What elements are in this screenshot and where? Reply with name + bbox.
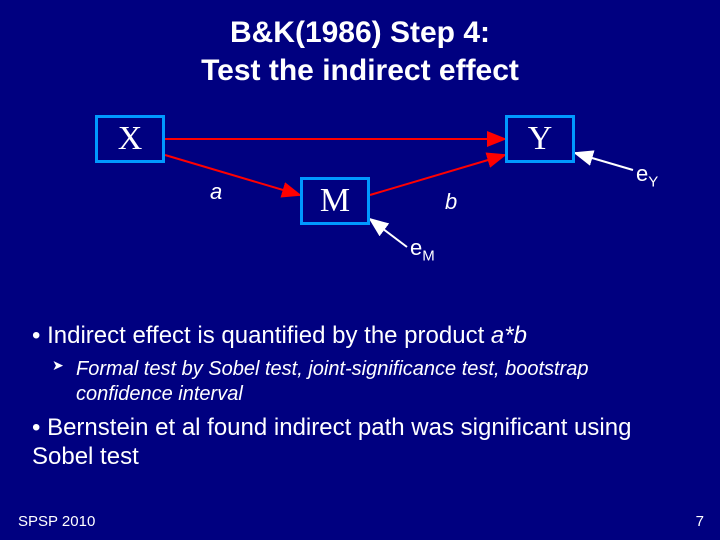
bullet-1-ital: a*b (491, 322, 527, 349)
bullet-3: • Bernstein et al found indirect path wa… (32, 414, 688, 472)
node-M: M (300, 177, 370, 225)
footer-left: SPSP 2010 (18, 513, 95, 530)
title-line-2: Test the indirect effect (201, 54, 519, 87)
page-number: 7 (696, 513, 704, 530)
node-Y: Y (505, 115, 575, 163)
eM-pre: e (410, 235, 422, 260)
error-term-eM: eM (410, 235, 435, 264)
eY-sub: Y (648, 173, 658, 190)
bullet-2-text: Formal test by Sobel test, joint-signifi… (76, 358, 588, 405)
eY-pre: e (636, 161, 648, 186)
mediation-diagram: X Y M a b eY eM (0, 107, 720, 287)
edge-label-a-text: a (210, 179, 222, 204)
title-line-1: B&K(1986) Step 4: (230, 16, 490, 49)
edge-M-Y (370, 155, 505, 195)
node-M-label: M (320, 182, 350, 220)
node-X-label: X (118, 120, 143, 158)
bullet-1: • Indirect effect is quantified by the p… (32, 322, 688, 407)
edge-label-a: a (210, 179, 222, 205)
edge-label-b-text: b (445, 189, 457, 214)
node-Y-label: Y (528, 120, 553, 158)
slide-title: B&K(1986) Step 4: Test the indirect effe… (0, 0, 720, 89)
bullet-3-text: Bernstein et al found indirect path was … (32, 414, 631, 470)
eM-sub: M (422, 247, 435, 264)
bullet-2: Formal test by Sobel test, joint-signifi… (32, 357, 688, 407)
error-term-eY: eY (636, 161, 658, 190)
edge-eY-Y (575, 153, 633, 170)
edge-eM-M (370, 219, 407, 247)
edge-label-b: b (445, 189, 457, 215)
node-X: X (95, 115, 165, 163)
bullet-1-text: Indirect effect is quantified by the pro… (47, 322, 491, 349)
edge-X-M (165, 155, 300, 195)
